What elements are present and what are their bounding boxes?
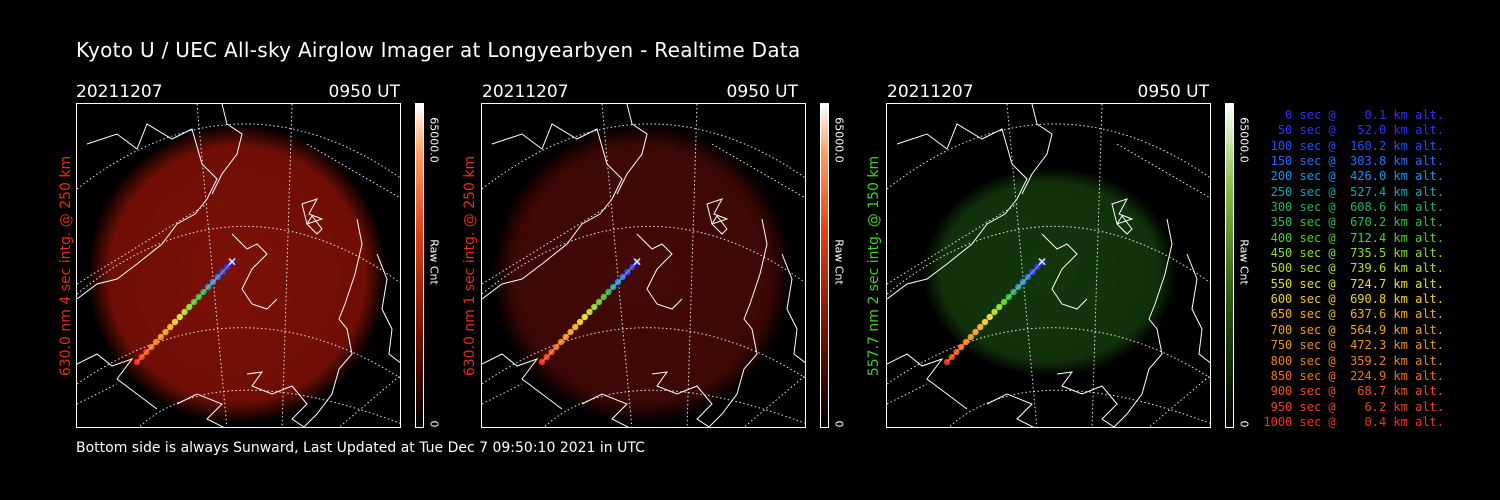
panel-1-colorbar-unit: Raw Cnt	[427, 239, 441, 285]
panel-3-colorbar-max: 65000.0	[1237, 117, 1251, 163]
legend-row: 700 sec @ 564.9 km alt.	[1263, 322, 1444, 337]
legend-row: 400 sec @ 712.4 km alt.	[1263, 230, 1444, 245]
launch-site-marker: ✕	[227, 255, 237, 269]
trajectory-track: ✕	[538, 255, 642, 366]
legend-row: 0 sec @ 0.1 km alt.	[1263, 108, 1444, 122]
legend-row: 100 sec @ 160.2 km alt.	[1263, 138, 1444, 153]
legend-row: 800 sec @ 359.2 km alt.	[1263, 353, 1444, 368]
legend-row: 350 sec @ 670.2 km alt.	[1263, 215, 1444, 230]
launch-site-marker: ✕	[1037, 255, 1047, 269]
panel-2-date: 20211207	[482, 82, 569, 102]
graticule	[482, 104, 805, 427]
panel-1-colorbar-min: 0	[427, 420, 441, 428]
panel-1-date: 20211207	[76, 82, 163, 102]
legend-row: 150 sec @ 303.8 km alt.	[1263, 154, 1444, 169]
legend-row: 750 sec @ 472.3 km alt.	[1263, 338, 1444, 353]
page-title: Kyoto U / UEC All-sky Airglow Imager at …	[76, 38, 801, 62]
panel-3-colorbar	[1225, 103, 1234, 428]
legend-row: 850 sec @ 224.9 km alt.	[1263, 368, 1444, 383]
legend-row: 1000 sec @ 0.4 km alt.	[1263, 414, 1444, 429]
airglow-disk	[87, 124, 387, 424]
trajectory-track: ✕	[133, 255, 237, 366]
panel-2-colorbar-unit: Raw Cnt	[832, 239, 846, 285]
panel-2-colorbar-min: 0	[832, 420, 846, 428]
panel-2-time: 0950 UT	[726, 82, 799, 102]
trajectory-legend: 0 sec @ 0.1 km alt. 50 sec @ 52.0 km alt…	[1262, 108, 1444, 430]
panel-1-colorbar-max: 65000.0	[427, 117, 441, 163]
legend-row: 900 sec @ 68.7 km alt.	[1263, 384, 1444, 399]
panel-3-time: 0950 UT	[1137, 82, 1210, 102]
legend-row: 550 sec @ 724.7 km alt.	[1263, 276, 1444, 291]
panel-3-colorbar-min: 0	[1237, 420, 1251, 428]
graticule	[77, 104, 400, 427]
launch-site-marker: ✕	[632, 255, 642, 269]
panel-1-colorbar	[415, 103, 424, 428]
panel-2-side-label: 630.0 nm 1 sec intg. @ 250 km	[462, 155, 478, 377]
panel-2-allsky-image: ✕	[481, 103, 806, 428]
panel-1-allsky-image: ✕	[76, 103, 401, 428]
legend-row: 300 sec @ 608.6 km alt.	[1263, 200, 1444, 215]
legend-row: 450 sec @ 735.5 km alt.	[1263, 246, 1444, 261]
legend-row: 50 sec @ 52.0 km alt.	[1263, 123, 1444, 138]
legend-row: 200 sec @ 426.0 km alt.	[1263, 169, 1444, 184]
coastline	[77, 104, 400, 427]
legend-row: 600 sec @ 690.8 km alt.	[1263, 292, 1444, 307]
legend-row: 950 sec @ 6.2 km alt.	[1263, 399, 1444, 414]
panel-2-colorbar-max: 65000.0	[832, 117, 846, 163]
panel-3-colorbar-unit: Raw Cnt	[1237, 239, 1251, 285]
trajectory-track: ✕	[943, 255, 1047, 366]
panel-3-allsky-image: ✕	[886, 103, 1211, 428]
footer-status: Bottom side is always Sunward, Last Upda…	[76, 440, 645, 456]
graticule	[887, 104, 1210, 427]
panel-3-date: 20211207	[887, 82, 974, 102]
panel-1-time: 0950 UT	[328, 82, 401, 102]
legend-row: 250 sec @ 527.4 km alt.	[1263, 184, 1444, 199]
coastline	[887, 104, 1210, 427]
legend-row: 500 sec @ 739.6 km alt.	[1263, 261, 1444, 276]
airglow-disk	[492, 124, 792, 424]
panel-1-side-label: 630.0 nm 4 sec intg. @ 250 km	[58, 155, 74, 377]
panel-2-colorbar	[820, 103, 829, 428]
coastline	[482, 104, 805, 427]
panel-3-side-label: 557.7 nm 2 sec intg. @ 150 km	[866, 155, 882, 377]
legend-row: 650 sec @ 637.6 km alt.	[1263, 307, 1444, 322]
